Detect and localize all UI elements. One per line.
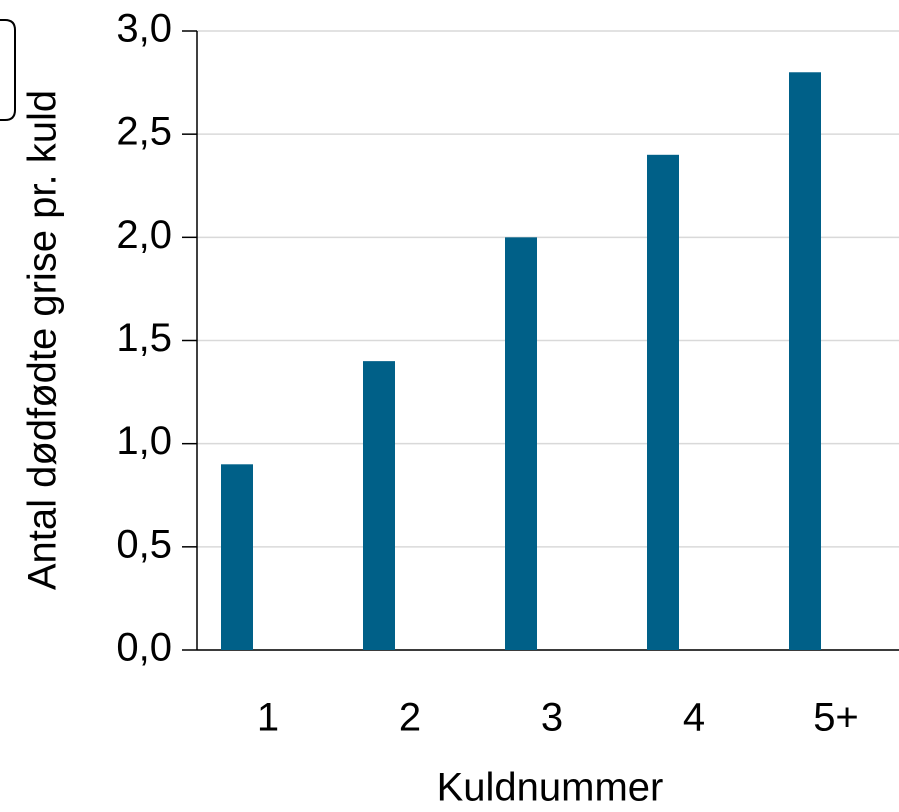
y-axis-label: Antal dødfødte grise pr. kuld xyxy=(21,90,65,590)
bar xyxy=(221,464,253,650)
bar xyxy=(363,361,395,650)
bar xyxy=(789,72,821,651)
frame-edge xyxy=(0,19,16,121)
x-tick-label: 5+ xyxy=(813,696,859,740)
y-tick-label: 1,5 xyxy=(116,316,172,360)
x-tick-label: 2 xyxy=(399,696,421,740)
x-tick-label: 4 xyxy=(683,696,705,740)
y-tick-label: 1,0 xyxy=(116,419,172,463)
y-tick-label: 3,0 xyxy=(116,7,172,51)
y-tick-label: 2,0 xyxy=(116,213,172,257)
x-axis-label: Kuldnummer xyxy=(437,766,664,810)
y-tick-label: 0,0 xyxy=(116,626,172,670)
bar xyxy=(505,237,537,651)
bar xyxy=(647,154,679,651)
y-tick-label: 2,5 xyxy=(116,110,172,154)
x-tick-label: 3 xyxy=(541,696,563,740)
y-tick-label: 0,5 xyxy=(116,522,172,566)
x-tick-label: 1 xyxy=(257,696,279,740)
